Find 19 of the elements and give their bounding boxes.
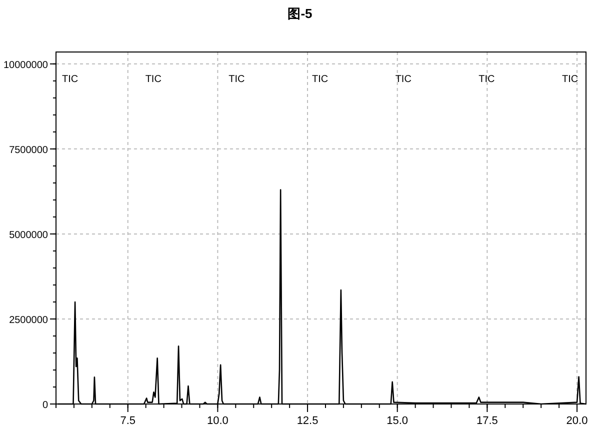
annotation: TIC [228, 74, 245, 85]
x-tick-label: 7.5 [120, 415, 136, 427]
x-tick-label: 10.0 [206, 415, 228, 427]
annotation: TIC [478, 74, 495, 85]
annotation: TIC [395, 74, 412, 85]
y-tick-label: 2500000 [9, 314, 48, 326]
annotation: TIC [562, 74, 578, 85]
annotation: TIC [145, 74, 162, 85]
annotation: TIC [62, 74, 78, 85]
x-tick-label: 17.5 [476, 415, 498, 427]
x-tick-label: 12.5 [296, 415, 318, 427]
y-tick-label: 5000000 [9, 230, 48, 241]
annotation: TIC [312, 74, 328, 85]
chart-title: 图-5 [288, 6, 312, 21]
y-tick-label: 10000000 [4, 60, 48, 71]
y-tick-label: 7500000 [9, 144, 48, 156]
y-tick-label: 0 [42, 400, 48, 411]
x-tick-label: 20.0 [566, 415, 588, 427]
x-tick-label: 15.0 [386, 415, 408, 427]
